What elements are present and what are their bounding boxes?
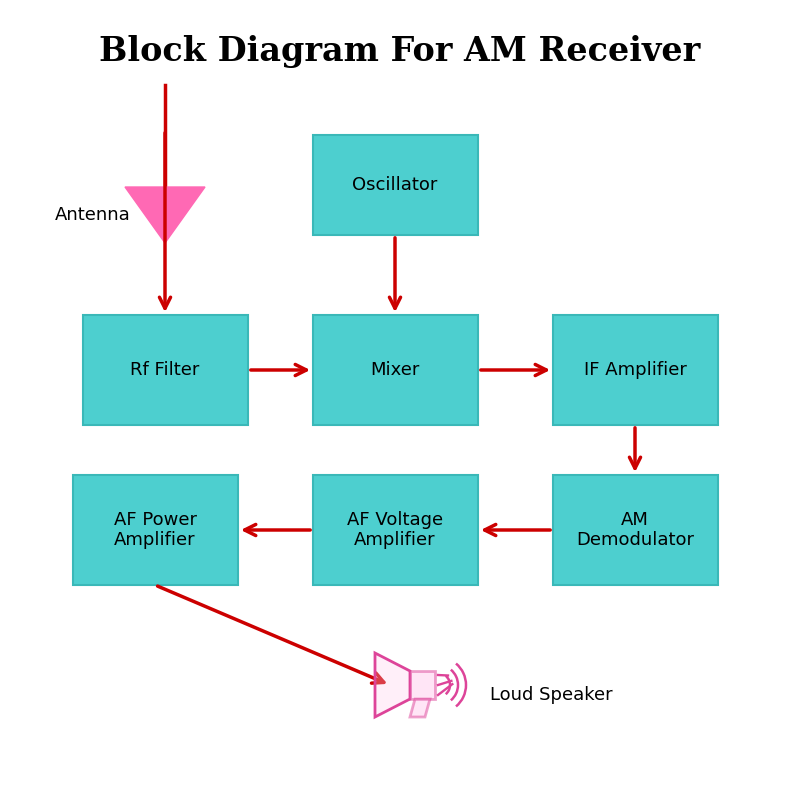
Text: AF Voltage
Amplifier: AF Voltage Amplifier <box>347 510 443 550</box>
FancyBboxPatch shape <box>82 315 247 425</box>
Text: Rf Filter: Rf Filter <box>130 361 200 379</box>
Text: AM
Demodulator: AM Demodulator <box>576 510 694 550</box>
Text: Loud Speaker: Loud Speaker <box>490 686 613 704</box>
Polygon shape <box>410 699 430 717</box>
FancyBboxPatch shape <box>73 475 238 585</box>
Text: Block Diagram For AM Receiver: Block Diagram For AM Receiver <box>99 35 701 69</box>
Text: Antenna: Antenna <box>55 206 130 224</box>
Polygon shape <box>125 187 205 243</box>
Text: AF Power
Amplifier: AF Power Amplifier <box>114 510 197 550</box>
Text: Oscillator: Oscillator <box>352 176 438 194</box>
Polygon shape <box>410 671 435 699</box>
FancyBboxPatch shape <box>553 475 718 585</box>
FancyBboxPatch shape <box>313 135 478 235</box>
Text: Mixer: Mixer <box>370 361 420 379</box>
Polygon shape <box>375 653 410 717</box>
FancyBboxPatch shape <box>313 315 478 425</box>
Text: IF Amplifier: IF Amplifier <box>583 361 686 379</box>
FancyBboxPatch shape <box>313 475 478 585</box>
FancyBboxPatch shape <box>553 315 718 425</box>
